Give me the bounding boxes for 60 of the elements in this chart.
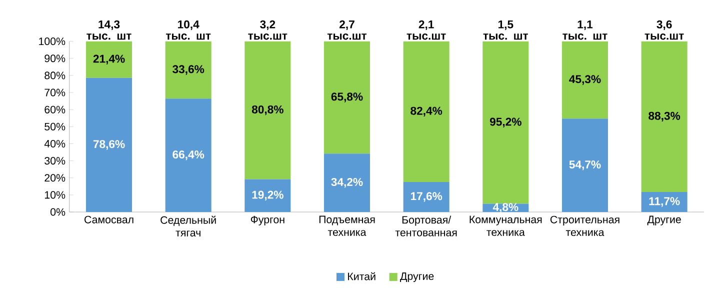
data-label: 66,4% [172, 150, 204, 160]
bar [86, 78, 132, 212]
bar [165, 98, 212, 212]
y-tick-label: 50% [44, 122, 66, 130]
x-tick-label: Седельный тягач [160, 216, 216, 236]
legend-label: Китай [348, 272, 376, 280]
bar [562, 118, 608, 212]
data-label: 80,8% [252, 105, 284, 116]
data-label: 19,2% [252, 190, 284, 200]
text: 3,6 тыс.шт [644, 20, 684, 40]
y-tick-label: 20% [44, 174, 66, 182]
bar [641, 41, 688, 192]
text: 1,1 тыс. шт [562, 20, 608, 40]
text: 14,3 тыс. шт [86, 20, 132, 40]
text: 10,4 тыс. шт [166, 20, 211, 40]
data-label: 54,7% [569, 160, 601, 170]
text: 3,2 тыс.шт [248, 20, 288, 40]
data-label: 21,4% [93, 54, 125, 64]
data-label: 17,6% [410, 192, 442, 202]
bar [86, 41, 132, 78]
x-tick-label: Бортовая/тентованная [395, 216, 457, 236]
x-tick-label: Фургон [250, 216, 284, 226]
text: 2,1 тыс.шт [406, 20, 446, 40]
x-tick-label: Строительная техника [550, 216, 620, 236]
data-label: 82,4% [410, 106, 442, 116]
data-label: 33,6% [172, 65, 204, 75]
bar [641, 192, 688, 212]
bar [324, 41, 370, 154]
data-label: 4,8% [492, 203, 518, 213]
x-tick-label: Подъемная техника [319, 216, 375, 236]
y-tick-label: 80% [44, 72, 66, 80]
x-tick-label: Самосвал [84, 216, 134, 224]
bar [165, 41, 212, 99]
bar [403, 41, 450, 182]
bar [482, 41, 529, 204]
text: 2,7 тыс.шт [327, 20, 367, 40]
data-label: 34,2% [331, 178, 363, 188]
bar [562, 41, 608, 119]
bar [403, 182, 450, 212]
y-tick-label: 40% [44, 140, 66, 148]
data-label: 45,3% [569, 75, 601, 85]
y-tick-label: 30% [44, 157, 66, 165]
x-tick-label: Другие [647, 216, 681, 226]
bar [244, 179, 291, 212]
y-tick-label: 70% [44, 88, 66, 96]
bar [244, 41, 291, 180]
legend-label: Другие [400, 272, 434, 282]
data-label: 78,6% [93, 140, 125, 150]
y-tick-label: 90% [44, 54, 66, 62]
y-tick-label: 0% [50, 208, 66, 216]
y-tick-label: 10% [44, 191, 66, 199]
data-label: 11,7% [649, 197, 680, 207]
y-tick-label: 100% [39, 38, 66, 46]
data-label: 65,8% [331, 92, 363, 102]
data-label: 88,3% [648, 112, 680, 122]
data-label: 95,2% [490, 118, 522, 128]
bar [324, 154, 370, 212]
x-tick-label: Коммунальная техника [470, 216, 542, 236]
y-tick-label: 60% [44, 106, 66, 114]
text: 1,5 тыс. шт [483, 20, 528, 40]
